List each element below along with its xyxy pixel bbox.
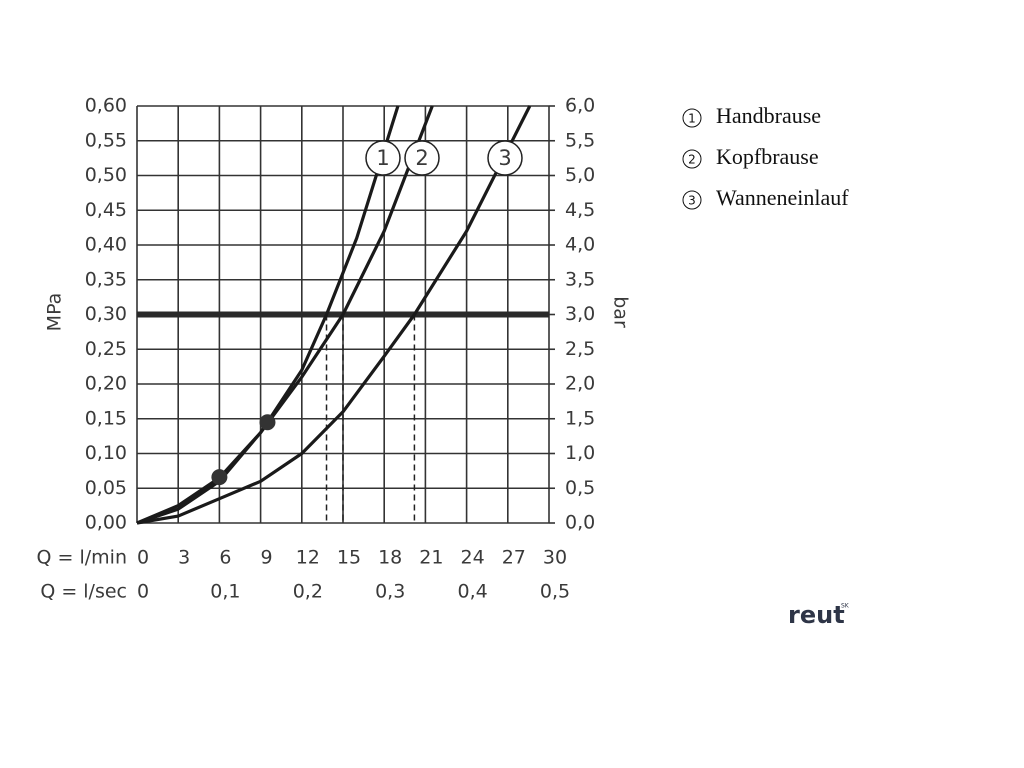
y2-tick-label: 5,0 xyxy=(565,164,595,186)
y-tick-label: 0,45 xyxy=(85,199,127,221)
point xyxy=(259,414,276,431)
x2-axis-label: Q = l/sec xyxy=(40,581,127,603)
y2-axis-label: bar xyxy=(610,296,632,328)
y-tick-label: 0,40 xyxy=(85,234,127,256)
y-tick-label: 0,15 xyxy=(85,407,127,429)
watermark: reut xyxy=(788,601,845,629)
legend-number: 1 xyxy=(688,112,696,126)
x2-tick-label: 0 xyxy=(137,581,149,603)
y-tick-label: 0,05 xyxy=(85,477,127,499)
curve-label-circle xyxy=(487,140,523,176)
x-tick-label: 27 xyxy=(502,547,526,569)
x-tick-label: 6 xyxy=(219,547,231,569)
legend-label: Wanneneinlauf xyxy=(716,185,849,210)
x2-tick-label: 0,5 xyxy=(540,581,570,603)
x-tick-label: 21 xyxy=(419,547,443,569)
x-tick-label: 18 xyxy=(378,547,402,569)
x-tick-label: 15 xyxy=(337,547,361,569)
y-tick-label: 0,00 xyxy=(85,512,127,534)
x2-tick-label: 0,1 xyxy=(210,581,240,603)
y-tick-label: 0,30 xyxy=(85,303,127,325)
y-tick-label: 0,60 xyxy=(85,95,127,117)
legend-circle xyxy=(682,108,702,128)
curve-label-circle xyxy=(404,140,440,176)
y-tick-label: 0,50 xyxy=(85,164,127,186)
curve-label: 1 xyxy=(376,146,389,170)
x-tick-label: 30 xyxy=(543,547,567,569)
y-axis-label: MPa xyxy=(44,293,66,332)
legend-label: Kopfbrause xyxy=(716,144,819,169)
x-axis-label: Q = l/min xyxy=(37,547,127,569)
y2-tick-label: 2,5 xyxy=(565,338,595,360)
y2-tick-label: 0,5 xyxy=(565,477,595,499)
y2-tick-label: 3,0 xyxy=(565,303,595,325)
x2-tick-label: 0,2 xyxy=(293,581,323,603)
curve xyxy=(136,105,400,525)
y-tick-label: 0,35 xyxy=(85,268,127,290)
curve-label-circle xyxy=(365,140,401,176)
point xyxy=(211,469,228,486)
x2-tick-label: 0,4 xyxy=(457,581,487,603)
y-tick-label: 0,20 xyxy=(85,373,127,395)
y-tick-label: 0,25 xyxy=(85,338,127,360)
x-tick-label: 24 xyxy=(461,547,485,569)
y2-tick-label: 0,0 xyxy=(565,512,595,534)
y2-tick-label: 1,5 xyxy=(565,407,595,429)
y2-tick-label: 3,5 xyxy=(565,268,595,290)
curve xyxy=(136,105,434,525)
curve-label: 3 xyxy=(498,146,511,170)
y2-tick-label: 6,0 xyxy=(565,95,595,117)
x-tick-label: 12 xyxy=(296,547,320,569)
x-tick-label: 0 xyxy=(137,547,149,569)
x-tick-label: 9 xyxy=(261,547,273,569)
legend-label: Handbrause xyxy=(716,103,821,128)
x-tick-label: 3 xyxy=(178,547,190,569)
curve xyxy=(136,105,532,525)
y2-tick-label: 5,5 xyxy=(565,129,595,151)
legend-circle xyxy=(682,149,702,169)
curve-label: 2 xyxy=(415,146,428,170)
x2-tick-label: 0,3 xyxy=(375,581,405,603)
y2-tick-label: 2,0 xyxy=(565,373,595,395)
watermark-sup: SK xyxy=(841,603,850,610)
y2-tick-label: 1,0 xyxy=(565,442,595,464)
y-tick-label: 0,55 xyxy=(85,129,127,151)
legend-number: 2 xyxy=(688,153,696,167)
y-tick-label: 0,10 xyxy=(85,442,127,464)
y2-tick-label: 4,5 xyxy=(565,199,595,221)
y2-tick-label: 4,0 xyxy=(565,234,595,256)
legend-number: 3 xyxy=(688,194,696,208)
legend-circle xyxy=(682,190,702,210)
